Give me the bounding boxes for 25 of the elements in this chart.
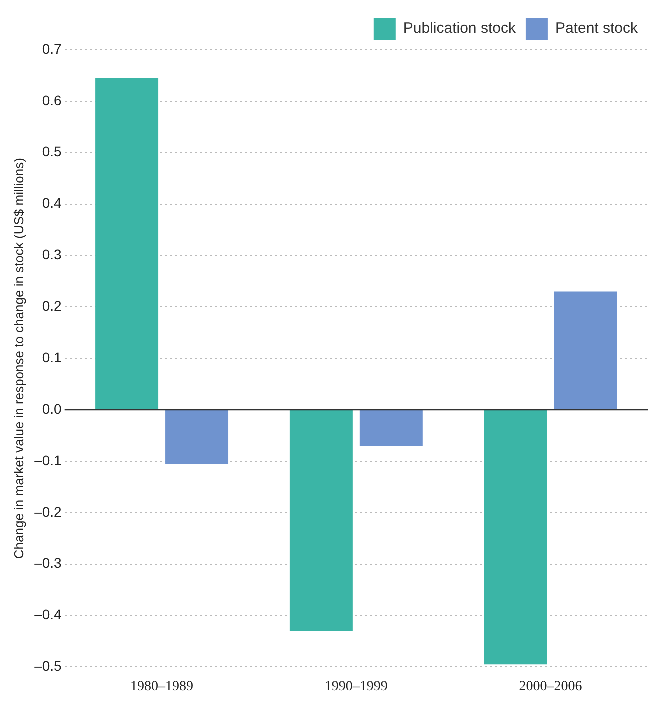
y-tick-label: 0.5 xyxy=(42,144,62,160)
y-tick-label: 0.6 xyxy=(42,92,62,108)
bar xyxy=(166,410,229,464)
y-tick-label: 0.3 xyxy=(42,246,62,263)
y-tick-label: 0.4 xyxy=(42,195,62,212)
bar xyxy=(360,410,423,446)
y-tick-label: 0.0 xyxy=(42,400,62,417)
y-axis-title: Change in market value in response to change in stock (US$ millions) xyxy=(11,158,26,560)
x-tick-label: 1980–1989 xyxy=(130,679,194,694)
bar xyxy=(554,292,618,410)
y-tick-label: 0.2 xyxy=(42,298,62,314)
y-tick-label: –0.1 xyxy=(34,452,62,468)
y-tick-label: 0.7 xyxy=(42,40,62,57)
y-tick-label: –0.2 xyxy=(34,504,62,520)
bar xyxy=(290,410,353,632)
y-tick-label: –0.3 xyxy=(34,555,62,572)
x-tick-label: 2000–2006 xyxy=(519,679,582,694)
y-tick-label: –0.4 xyxy=(34,606,62,623)
y-tick-label: –0.5 xyxy=(34,658,62,674)
legend-label: Patent stock xyxy=(555,20,638,38)
bar xyxy=(484,410,548,665)
bar xyxy=(96,78,159,410)
x-tick-label: 1990–1999 xyxy=(324,679,388,694)
y-tick-label: 0.1 xyxy=(42,349,62,366)
legend-label: Publication stock xyxy=(403,20,516,38)
